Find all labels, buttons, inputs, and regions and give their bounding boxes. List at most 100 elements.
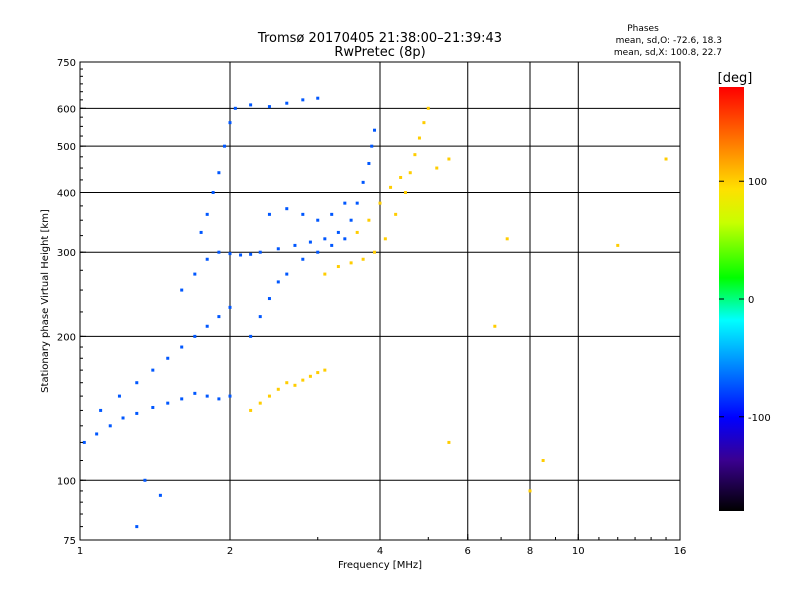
data-point-o [158, 493, 162, 497]
data-point-o [228, 252, 232, 256]
y-axis: 75 100 200 300 400 500 600 750 [57, 58, 86, 547]
data-point-o [135, 381, 139, 385]
data-point-o [166, 401, 170, 405]
data-point-x [528, 489, 532, 493]
data-point-o [180, 288, 184, 292]
data-point-o [316, 218, 320, 222]
data-point-o [336, 230, 340, 234]
data-point-o [143, 478, 147, 482]
data-point-o [82, 440, 86, 444]
data-point-o [355, 201, 359, 205]
data-point-o [276, 247, 280, 251]
data-point-x [493, 324, 497, 328]
data-point-o [301, 212, 305, 216]
data-point-o [228, 305, 232, 309]
data-point-o [193, 391, 197, 395]
data-point-o [267, 105, 271, 109]
x-axis: 1 2 4 6 8 10 16 [77, 534, 686, 557]
data-point-x [323, 368, 327, 372]
data-point-o [249, 252, 253, 256]
data-point-o [180, 397, 184, 401]
y-tick-label: 300 [57, 248, 76, 259]
phases-o-stats: mean, sd,O: -72.6, 18.3 [616, 36, 722, 46]
data-point-x [505, 237, 509, 241]
data-point-o [151, 368, 155, 372]
data-point-o [205, 257, 209, 261]
data-point-o [166, 356, 170, 360]
x-tick-label: 1 [77, 546, 83, 557]
y-tick-label: 75 [63, 536, 76, 547]
data-point-x [417, 136, 421, 140]
data-point-x [426, 106, 430, 110]
data-point-o [99, 408, 103, 412]
data-points [82, 96, 668, 529]
y-tick-label: 750 [57, 58, 76, 69]
data-point-o [361, 180, 365, 184]
data-point-o [239, 253, 243, 257]
data-point-x [293, 383, 297, 387]
data-point-x [285, 381, 289, 385]
data-point-x [258, 401, 262, 405]
phases-x-stats: mean, sd,X: 100.8, 22.7 [614, 48, 722, 58]
data-point-o [293, 243, 297, 247]
data-point-o [205, 324, 209, 328]
colorbar-tick-label: 0 [748, 295, 754, 306]
y-tick-label: 400 [57, 188, 76, 199]
data-point-x [276, 387, 280, 391]
data-point-o [108, 424, 112, 428]
data-point-x [422, 121, 426, 125]
data-point-o [285, 272, 289, 276]
data-point-o [330, 212, 334, 216]
x-axis-label: Frequency [MHz] [338, 560, 422, 571]
data-point-x [616, 243, 620, 247]
colorbar-tick-label: 100 [748, 177, 767, 188]
data-point-o [370, 144, 374, 148]
data-point-o [121, 416, 125, 420]
phases-heading: Phases [627, 24, 659, 34]
data-point-o [323, 237, 327, 241]
chart-subtitle: RwPretec (8p) [334, 45, 425, 60]
data-point-x [408, 171, 412, 175]
colorbar-ticks: 100 0 -100 [719, 177, 771, 424]
data-point-x [541, 458, 545, 462]
data-point-o [343, 237, 347, 241]
plot-grid [80, 62, 680, 540]
data-point-o [316, 250, 320, 254]
data-point-o [301, 98, 305, 102]
data-point-x [403, 190, 407, 194]
y-tick-label: 600 [57, 104, 76, 115]
data-point-o [367, 161, 371, 165]
data-point-o [301, 257, 305, 261]
data-point-o [151, 405, 155, 409]
data-point-o [217, 250, 221, 254]
data-point-o [217, 171, 221, 175]
data-point-x [323, 272, 327, 276]
data-point-x [301, 378, 305, 382]
data-point-o [217, 397, 221, 401]
data-point-x [389, 185, 393, 189]
data-point-x [367, 218, 371, 222]
data-point-o [276, 280, 280, 284]
data-point-o [205, 212, 209, 216]
data-point-o [249, 103, 253, 107]
data-point-o [135, 411, 139, 415]
data-point-x [361, 257, 365, 261]
data-point-o [95, 432, 99, 436]
data-point-o [117, 394, 121, 398]
data-point-o [330, 243, 334, 247]
data-point-x [383, 237, 387, 241]
data-point-o [205, 394, 209, 398]
data-point-x [336, 265, 340, 269]
data-point-o [180, 345, 184, 349]
data-point-o [223, 144, 227, 148]
data-point-x [435, 166, 439, 170]
data-point-o [199, 230, 203, 234]
data-point-x [316, 371, 320, 375]
data-point-x [249, 408, 253, 412]
data-point-x [447, 157, 451, 161]
data-point-x [413, 153, 417, 157]
chart-title: Tromsø 20170405 21:38:00–21:39:43 [257, 31, 502, 46]
x-tick-label: 10 [572, 546, 585, 557]
data-point-o [316, 96, 320, 100]
